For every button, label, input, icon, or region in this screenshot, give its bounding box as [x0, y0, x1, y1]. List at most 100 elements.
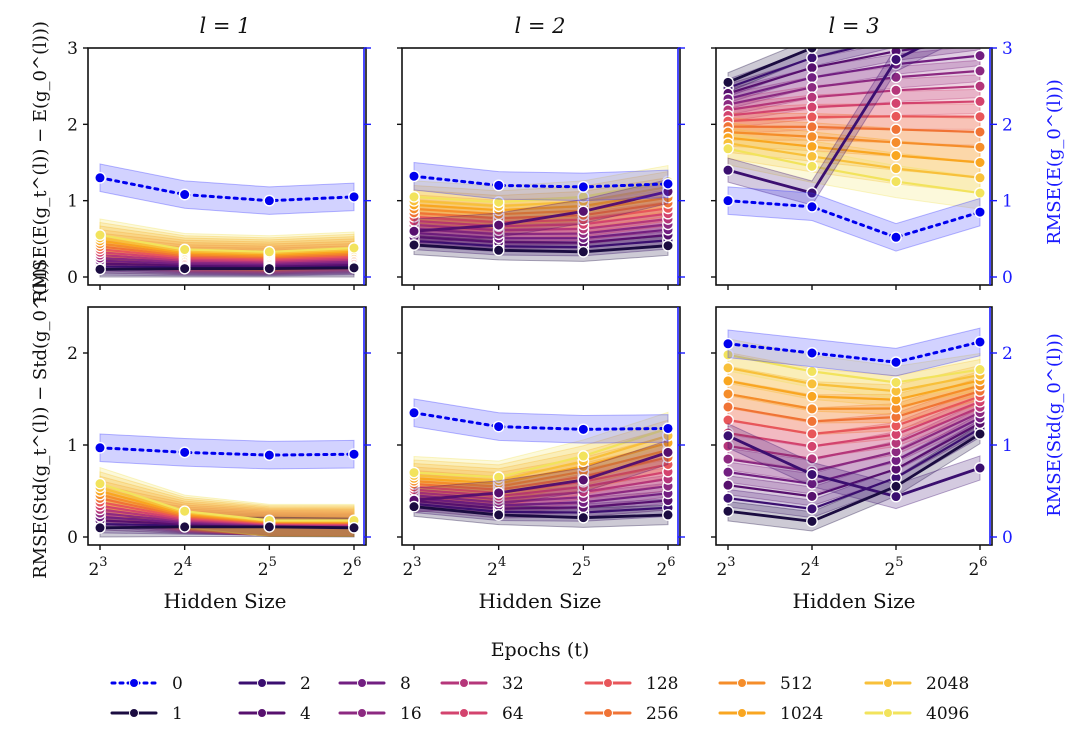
legend-label-4096: 4096	[926, 704, 969, 724]
point-epoch-4096-3	[348, 242, 360, 254]
point-epoch-0-1	[492, 179, 505, 192]
series-line-epoch-8	[726, 416, 982, 485]
legend-marker-128	[603, 678, 613, 688]
point-epoch-1-2	[263, 262, 276, 275]
series-line-explicit-4	[412, 450, 670, 502]
point-epoch-1-2	[891, 20, 901, 30]
axes-frame-row1-col2	[401, 47, 681, 286]
ylabel-bottom-left: RMSE(Std(g_t^(l)) − Std(g_0^(l)))	[30, 261, 51, 579]
series-line-epoch-1	[412, 505, 670, 520]
band-epoch-0	[413, 161, 669, 202]
xtick-label-row2-col1-2: 25	[258, 555, 277, 580]
point-epoch-0-1	[806, 200, 818, 213]
series-line-epoch-16	[98, 256, 356, 265]
point-epoch-512-3	[974, 141, 986, 154]
series-line-explicit-2	[726, 434, 982, 498]
point-epoch-4096-0	[94, 477, 106, 490]
band-epoch-0	[727, 327, 981, 377]
ytick-right-label-row2-col3-0: 0	[1002, 528, 1013, 548]
point-epoch-16-3	[974, 65, 986, 77]
point-explicit-2-3	[975, 12, 985, 22]
xtick-label-row2-col1-1: 24	[173, 555, 192, 580]
point-epoch-4096-0	[408, 190, 420, 203]
legend-item-4: 4	[238, 704, 311, 724]
point-epoch-128-0	[722, 414, 734, 426]
point-epoch-1-1	[806, 48, 818, 54]
series-line-epoch-0	[726, 340, 982, 364]
point-epoch-0-2	[577, 423, 590, 436]
point-epoch-8-0	[722, 466, 734, 479]
point-epoch-4096-2	[890, 376, 902, 389]
point-epoch-4-3	[975, 35, 985, 45]
legend-item-16: 16	[338, 704, 422, 724]
series-line-epoch-8	[412, 492, 670, 507]
legend-item-1: 1	[110, 704, 183, 724]
series-line-epoch-0	[412, 174, 670, 189]
point-explicit-4-0	[408, 225, 420, 238]
legend-item-2048: 2048	[864, 674, 969, 694]
point-epoch-512-0	[722, 388, 734, 400]
point-epoch-256-1	[806, 120, 818, 133]
point-explicit-4-1	[492, 486, 505, 499]
series-line-epoch-32	[726, 85, 982, 112]
legend-label-1: 1	[172, 704, 183, 724]
legend-label-16: 16	[400, 704, 422, 724]
text-layer: l = 1 l = 2 l = 3 Hidden Size Hidden Siz…	[30, 14, 1065, 661]
point-epoch-1-1	[178, 520, 191, 533]
point-epoch-2048-2	[890, 162, 902, 175]
point-epoch-2-0	[722, 492, 734, 505]
legend-marker-2048	[883, 678, 893, 688]
series-line-epoch-64	[98, 251, 356, 262]
xtick-label-row2-col2-3: 26	[656, 555, 675, 580]
legend-item-1024: 1024	[718, 704, 823, 724]
point-epoch-1-2	[263, 520, 276, 533]
point-epoch-8-1	[806, 71, 818, 84]
point-epoch-0-1	[492, 420, 505, 433]
legend-marker-1024	[737, 708, 747, 718]
ytick-right-label-row2-col3-2: 2	[1002, 344, 1013, 364]
legend-label-1024: 1024	[780, 704, 823, 724]
point-epoch-4096-0	[408, 466, 420, 479]
series-line-epoch-1	[98, 266, 356, 271]
point-epoch-1-0	[722, 76, 734, 89]
point-epoch-512-1	[806, 402, 818, 415]
point-epoch-4096-1	[178, 505, 191, 518]
series-line-epoch-1024	[412, 191, 670, 212]
point-epoch-16-1	[806, 81, 818, 94]
ytick-label-row1-col1-0: 0	[67, 268, 78, 288]
point-epoch-4096-1	[492, 471, 505, 484]
point-epoch-4096-3	[974, 187, 986, 199]
series-line-epoch-16	[726, 69, 982, 106]
legend-label-2048: 2048	[926, 674, 969, 694]
point-epoch-8-3	[974, 49, 986, 62]
panel-row1-col3: 0 1 2 3	[711, 5, 1013, 290]
point-epoch-0-0	[722, 194, 734, 207]
series-line-epoch-512	[412, 448, 670, 488]
point-epoch-0-0	[94, 171, 106, 184]
point-epoch-0-3	[662, 422, 674, 435]
legend-item-64: 64	[440, 704, 524, 724]
point-epoch-1-1	[806, 515, 818, 528]
series-line-explicit-2	[726, 48, 923, 195]
series-line-epoch-2048	[412, 185, 670, 208]
series-line-epoch-0	[412, 411, 670, 431]
series-line-epoch-0	[726, 199, 982, 239]
series-line-epoch-2	[726, 48, 859, 89]
point-epoch-1-0	[722, 505, 734, 518]
point-epoch-1-3	[975, 5, 985, 15]
panel-row2-col3: 0 1 2 23 24 25 26	[711, 306, 1013, 580]
series-line-epoch-1	[726, 432, 982, 523]
series-line-epoch-2	[412, 239, 670, 249]
axes-frame-row1-col3	[715, 47, 993, 286]
series-line-epoch-4096	[412, 180, 670, 204]
point-epoch-4096-1	[178, 243, 191, 256]
xtick-label-row2-col3-3: 26	[968, 555, 987, 580]
ytick-label-row2-col1-0: 0	[67, 528, 78, 548]
axes-frame-row2-col1	[87, 306, 367, 546]
point-epoch-2-2	[891, 33, 901, 43]
series-line-epoch-2	[726, 427, 982, 510]
point-epoch-2048-3	[974, 171, 986, 184]
ytick-right-label-row1-col3-0: 0	[1002, 268, 1013, 288]
